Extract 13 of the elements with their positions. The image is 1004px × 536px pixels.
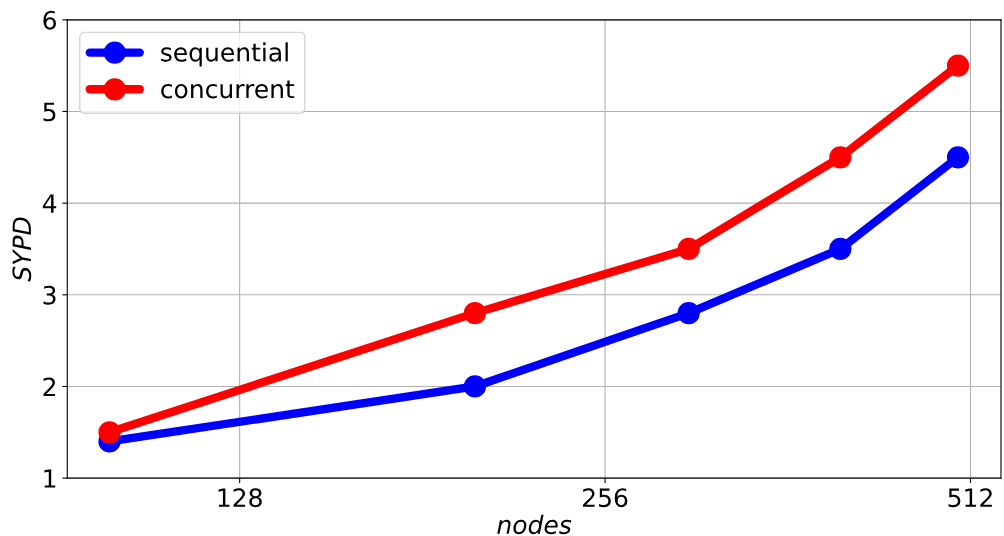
legend-label: sequential bbox=[161, 42, 288, 67]
x-tick-label: 256 bbox=[583, 488, 628, 508]
y-tick-label: 4 bbox=[42, 194, 57, 213]
y-tick-label: 2 bbox=[43, 377, 56, 396]
y-axis-title: SYPD bbox=[12, 217, 32, 282]
legend-label: concurrent bbox=[161, 80, 295, 99]
y-tick-label: 6 bbox=[43, 10, 56, 30]
x-tick-label: 512 bbox=[948, 488, 992, 508]
y-tick-label: 3 bbox=[43, 285, 56, 305]
x-tick-label: 128 bbox=[218, 488, 262, 508]
x-axis-title: nodes bbox=[497, 514, 572, 535]
y-tick-label: 5 bbox=[43, 102, 56, 122]
y-tick-label: 1 bbox=[44, 469, 56, 488]
